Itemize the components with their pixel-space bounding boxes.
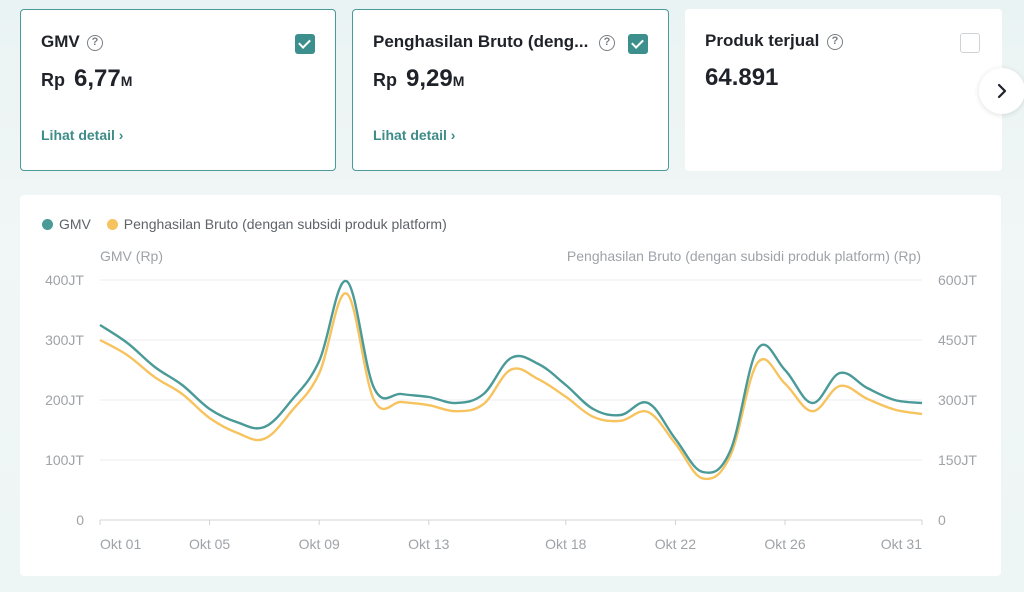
y-tick-label-left: 300JT bbox=[45, 332, 84, 348]
view-detail-link[interactable]: Lihat detail › bbox=[373, 127, 456, 143]
help-icon[interactable]: ? bbox=[87, 35, 103, 51]
y-tick-label-right: 0 bbox=[938, 512, 946, 528]
right-axis-title: Penghasilan Bruto (dengan subsidi produk… bbox=[566, 248, 921, 264]
left-axis-title: GMV (Rp) bbox=[100, 248, 163, 264]
x-tick-label: Okt 05 bbox=[189, 536, 230, 552]
series-line-gmv bbox=[99, 280, 923, 474]
metric-value: Rp 6,77M bbox=[41, 65, 133, 92]
legend-item-gmv[interactable]: GMV bbox=[42, 216, 91, 232]
metric-value: 64.891 bbox=[705, 64, 779, 91]
card-title: GMV bbox=[41, 32, 80, 51]
checkbox-checked[interactable] bbox=[295, 34, 315, 54]
y-tick-label-right: 450JT bbox=[938, 332, 977, 348]
checkbox-unchecked[interactable] bbox=[960, 33, 980, 53]
y-tick-label-right: 300JT bbox=[938, 392, 977, 408]
card-title: Penghasilan Bruto (deng... bbox=[373, 32, 589, 51]
chart-legend: GMV Penghasilan Bruto (dengan subsidi pr… bbox=[42, 216, 459, 232]
line-chart: 0 0 100JT 150JT 200JT 300JT 300JT 450JT 400JT 600… bbox=[45, 272, 977, 552]
x-tick-label: Okt 31 bbox=[881, 536, 922, 552]
legend-item-gross-income[interactable]: Penghasilan Bruto (dengan subsidi produk… bbox=[106, 216, 447, 232]
metric-card-gross-income[interactable]: Penghasilan Bruto (deng... ? Rp 9,29M Lih… bbox=[352, 9, 669, 171]
y-tick-label-left: 0 bbox=[76, 512, 84, 528]
y-tick-label-left: 100JT bbox=[45, 452, 84, 468]
y-tick-label-right: 150JT bbox=[938, 452, 977, 468]
metric-card-products-sold[interactable]: Produk terjual ? 64.891 bbox=[685, 9, 1002, 171]
y-tick-label-left: 400JT bbox=[45, 272, 84, 288]
card-title: Produk terjual bbox=[705, 31, 820, 50]
x-tick-label: Okt 18 bbox=[545, 536, 586, 552]
x-tick-label: Okt 09 bbox=[299, 536, 340, 552]
x-tick-label: Okt 01 bbox=[100, 536, 141, 552]
help-icon[interactable]: ? bbox=[827, 34, 843, 50]
checkbox-checked[interactable] bbox=[628, 34, 648, 54]
chevron-right-icon bbox=[997, 83, 1007, 99]
metric-card-gmv[interactable]: GMV ? Rp 6,77M Lihat detail › bbox=[20, 9, 336, 171]
x-tick-label: Okt 26 bbox=[764, 536, 805, 552]
view-detail-link[interactable]: Lihat detail › bbox=[41, 127, 124, 143]
metric-value: Rp 9,29M bbox=[373, 65, 465, 92]
y-tick-label-left: 200JT bbox=[45, 392, 84, 408]
next-button[interactable] bbox=[979, 68, 1024, 114]
y-tick-label-right: 600JT bbox=[938, 272, 977, 288]
series-line-gross-income bbox=[99, 292, 923, 481]
chart-panel: GMV Penghasilan Bruto (dengan subsidi pr… bbox=[20, 195, 1001, 576]
x-tick-label: Okt 22 bbox=[655, 536, 696, 552]
x-tick-label: Okt 13 bbox=[408, 536, 449, 552]
help-icon[interactable]: ? bbox=[599, 35, 615, 51]
